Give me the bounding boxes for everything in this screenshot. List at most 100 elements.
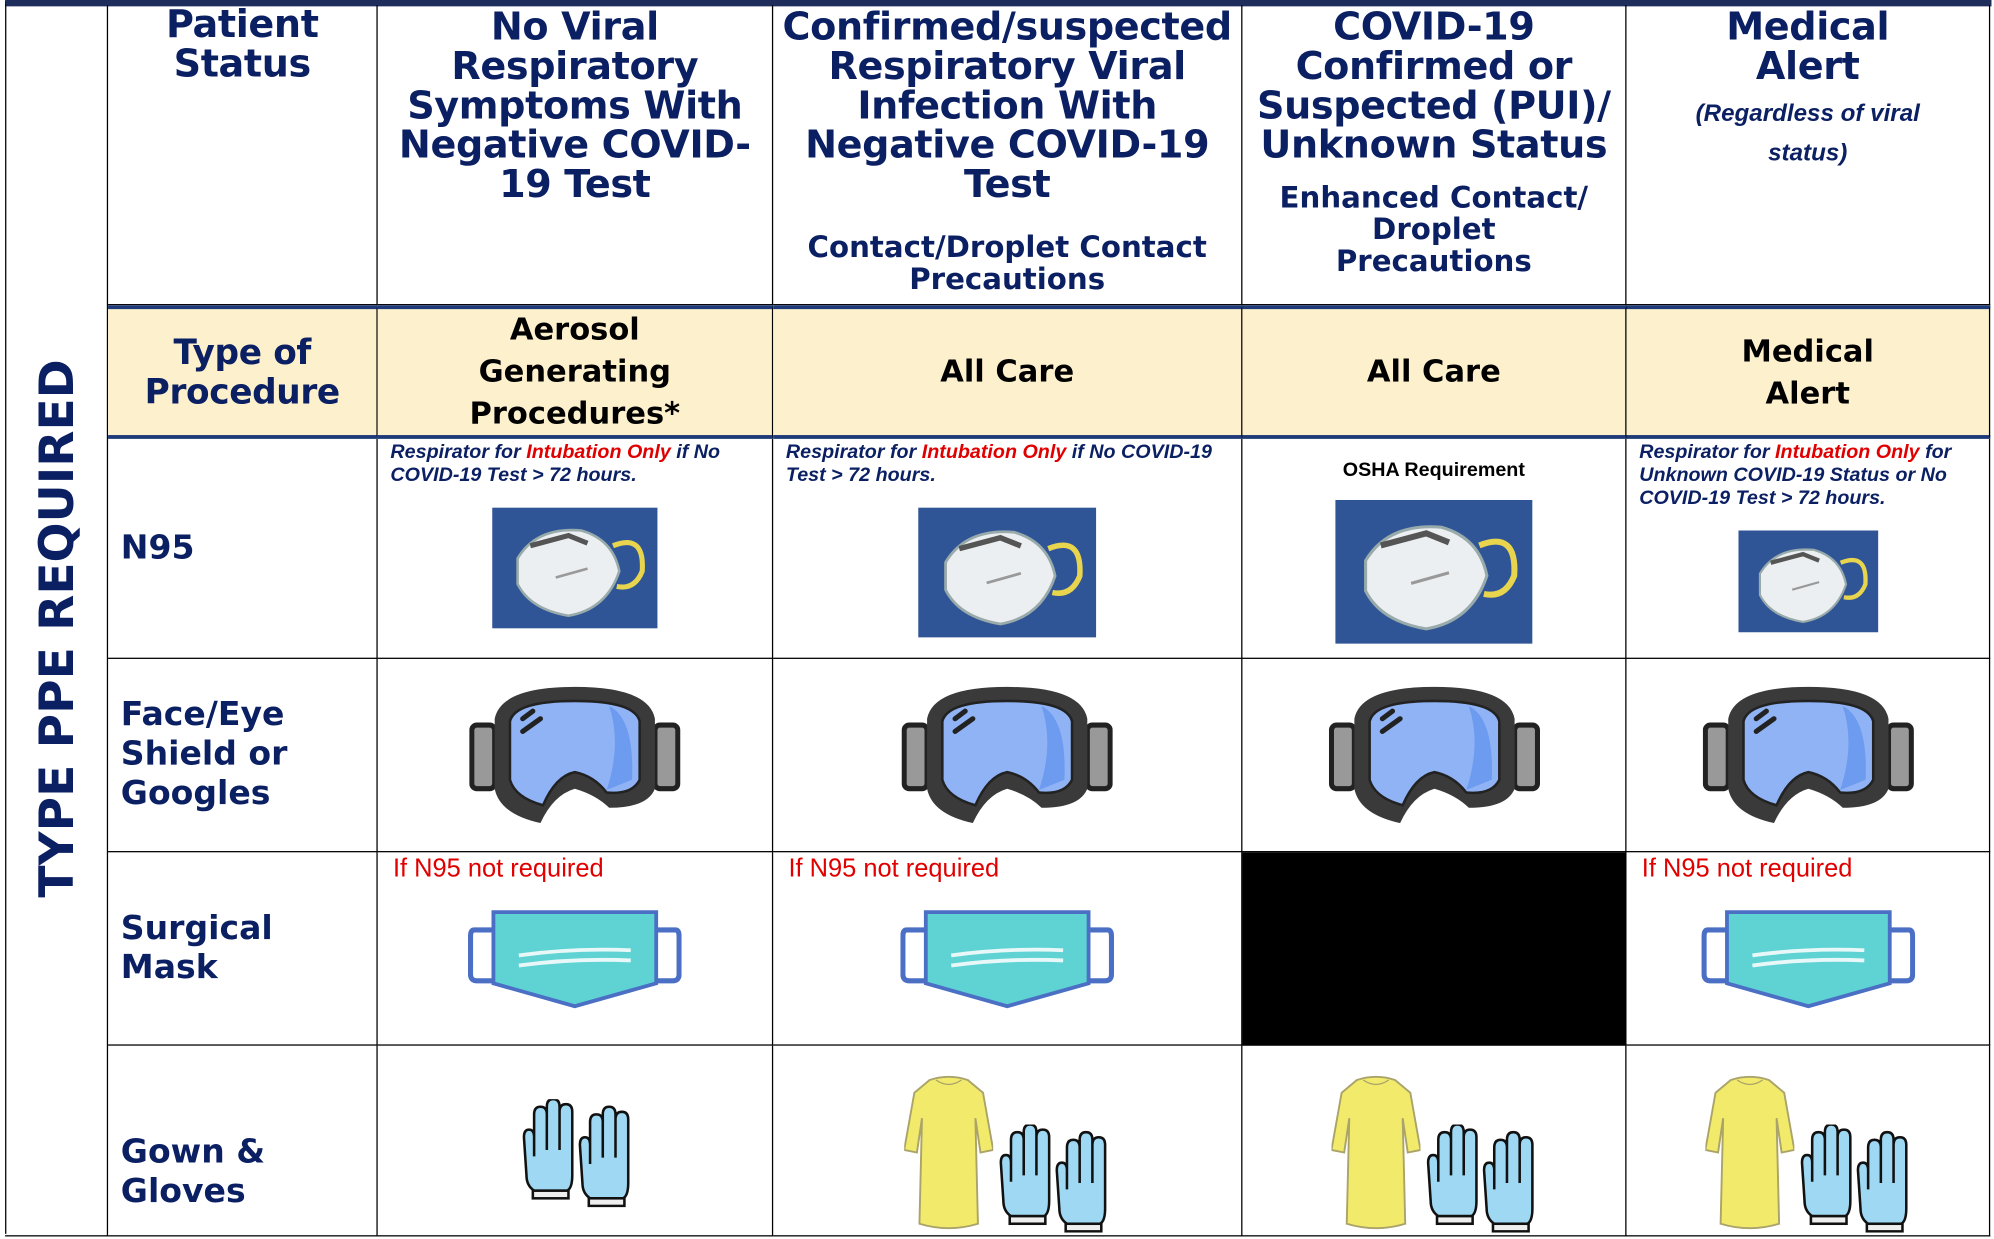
- note-part: If N95 not required: [1641, 854, 1853, 883]
- icon-shape: [1769, 551, 1820, 565]
- note-part: Intubation Only: [526, 441, 671, 464]
- icon-shape: [508, 699, 641, 807]
- icon-shape: [1330, 1075, 1420, 1230]
- ppe-cell: [377, 1045, 774, 1237]
- icon: [492, 507, 658, 629]
- icon-shape: [606, 705, 633, 790]
- icon-shape: [578, 1105, 630, 1200]
- icon-graphic: [1330, 1075, 1420, 1230]
- icon-graphic: [1702, 686, 1914, 823]
- icon: [1737, 530, 1878, 633]
- column-title: COVID-19 Confirmed or Suspected (PUI)/ U…: [1256, 5, 1611, 168]
- icon-shape: [587, 1197, 626, 1208]
- ppe-cell: [773, 1045, 1243, 1237]
- icon-shape: [518, 947, 631, 968]
- icon: [1704, 1074, 1911, 1233]
- note: Respirator for Intubation Only if No COV…: [773, 439, 1241, 490]
- ppe-cell: [773, 658, 1243, 853]
- note: Respirator for Intubation Only for Unkno…: [1627, 439, 1989, 513]
- icon-shape: [1741, 699, 1874, 807]
- icon-graphic: [904, 1075, 994, 1230]
- icon-shape: [935, 1079, 962, 1086]
- icon-shape: [1362, 1079, 1389, 1086]
- header-cell: No Viral Respiratory Symptoms With Negat…: [377, 5, 774, 306]
- icon-shape: [1055, 1130, 1107, 1226]
- icon-shape: [1704, 1075, 1794, 1230]
- column-title: No Viral Respiratory Symptoms With Negat…: [398, 5, 751, 208]
- row-label-cell: Surgical Mask: [108, 852, 378, 1046]
- ppe-cell: [1242, 658, 1627, 853]
- icon-shape: [952, 707, 976, 734]
- note-part: if No COVID-19 Test > 72 hours.: [390, 441, 721, 486]
- icon-shape: [1700, 927, 1915, 984]
- row-label-cell: Gown & Gloves: [108, 1045, 378, 1237]
- icon-shape: [1753, 707, 1776, 734]
- icon-shape: [1491, 1222, 1530, 1233]
- icon-shape: [652, 721, 681, 791]
- icon-graphic: [901, 686, 1113, 823]
- icon-shape: [555, 567, 588, 579]
- ppe-cell: [1626, 658, 1991, 853]
- note-part: for Unknown COVID-19 Status or No COVID-…: [1639, 441, 1952, 509]
- icon: [1328, 680, 1540, 830]
- ppe-cell: [1242, 1045, 1627, 1237]
- frame: [5, 0, 1992, 1234]
- icon-shape: [520, 707, 544, 734]
- procedure-cell: Medical Alert: [1626, 305, 1991, 439]
- icon-shape: [999, 1124, 1051, 1218]
- procedure-cell: Aerosol Generating Procedures*: [377, 305, 774, 439]
- icon-shape: [1736, 1079, 1763, 1086]
- icon-shape: [1482, 1130, 1534, 1226]
- procedure-label-cell: Type of Procedure: [108, 305, 378, 439]
- icon-graphic: [469, 686, 681, 823]
- icon-shape: [1511, 721, 1540, 791]
- icon: [1330, 1074, 1537, 1233]
- icon-shape: [1839, 705, 1866, 790]
- side-label: TYPE PPE REQUIRED: [29, 359, 85, 898]
- note: If N95 not required: [1627, 852, 1989, 886]
- icon-graphic: [999, 1124, 1107, 1233]
- icon-shape: [1839, 557, 1867, 600]
- ppe-cell: If N95 not required: [773, 852, 1243, 1046]
- icon-shape: [1047, 542, 1083, 596]
- icon-shape: [950, 947, 1064, 968]
- header-cell: Medical Alert (Regardless of viral status…: [1626, 5, 1991, 306]
- column-note: (Regardless of viral status): [1695, 100, 1920, 167]
- procedure-label: Type of Procedure: [144, 332, 341, 412]
- icon-shape: [1808, 1214, 1848, 1226]
- icon-shape: [1751, 947, 1864, 968]
- icon-shape: [1864, 1222, 1904, 1233]
- icon-shape: [904, 1075, 994, 1230]
- icon-shape: [1856, 1130, 1907, 1226]
- icon-graphic: [1704, 1075, 1794, 1230]
- side-column: TYPE PPE REQUIRED: [5, 5, 109, 1237]
- icon-graphic: [1328, 686, 1540, 823]
- icon-shape: [986, 571, 1022, 585]
- icon-shape: [1426, 1124, 1478, 1218]
- icon-shape: [958, 534, 1022, 552]
- icon-shape: [1702, 721, 1731, 791]
- ppe-cell: [1626, 1045, 1991, 1237]
- icon-graphic: [1335, 499, 1533, 645]
- icon: [901, 680, 1113, 830]
- icon-shape: [1410, 571, 1450, 585]
- icon-shape: [1478, 538, 1518, 598]
- row-label-cell: Face/Eye Shield or Googles: [108, 658, 378, 853]
- ppe-cell: If N95 not required: [377, 852, 774, 1046]
- icon: [1700, 904, 1915, 1009]
- icon: [467, 904, 682, 1009]
- icon-graphic: [1800, 1124, 1907, 1233]
- procedure: Aerosol Generating Procedures*: [469, 311, 681, 432]
- icon-graphic: [1700, 910, 1915, 1009]
- icon-graphic: [900, 910, 1115, 1009]
- note-part: OSHA Requirement: [1342, 459, 1525, 481]
- header-cell: COVID-19 Confirmed or Suspected (PUI)/ U…: [1242, 5, 1627, 306]
- icon-shape: [900, 927, 1115, 984]
- icon-graphic: [467, 910, 682, 1009]
- icon-shape: [1038, 705, 1065, 790]
- ppe-cell: If N95 not required: [1626, 852, 1991, 1046]
- icon-shape: [1379, 707, 1403, 734]
